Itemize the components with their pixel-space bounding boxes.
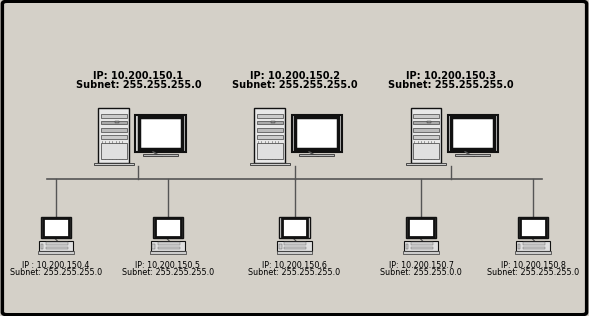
Bar — [518, 244, 521, 249]
Bar — [46, 247, 68, 249]
Text: IP: 10.200.150.1: IP: 10.200.150.1 — [94, 70, 183, 81]
Text: IP : 10.200.150.4: IP : 10.200.150.4 — [22, 261, 90, 270]
Bar — [41, 244, 44, 249]
Bar — [455, 154, 490, 156]
Text: Subnet: 255.255.0.0: Subnet: 255.255.0.0 — [380, 268, 462, 276]
Text: IP: 10.200.150.6: IP: 10.200.150.6 — [262, 261, 327, 270]
Bar — [282, 218, 307, 237]
Bar — [151, 241, 185, 251]
Bar — [292, 115, 342, 152]
Text: IP: 10.200.150.8: IP: 10.200.150.8 — [501, 261, 565, 270]
Text: Subnet: 255.255.255.0: Subnet: 255.255.255.0 — [122, 268, 214, 276]
Bar — [257, 135, 283, 139]
Bar — [254, 108, 285, 163]
Text: IP: 10.200.150.7: IP: 10.200.150.7 — [389, 261, 454, 270]
Bar — [403, 251, 439, 254]
Bar — [413, 135, 439, 139]
Bar — [38, 251, 74, 254]
Bar — [43, 218, 69, 237]
Bar — [153, 244, 155, 249]
Bar — [413, 143, 439, 159]
Bar — [411, 242, 433, 245]
Bar — [155, 218, 181, 237]
Bar — [413, 121, 439, 125]
Bar — [250, 163, 290, 165]
Bar — [299, 154, 334, 156]
Bar — [39, 241, 73, 251]
Bar — [279, 244, 282, 249]
Bar — [158, 247, 180, 249]
Text: Subnet: 255.255.255.0: Subnet: 255.255.255.0 — [388, 80, 514, 90]
Bar — [520, 218, 546, 237]
Bar — [150, 251, 186, 254]
Text: IP: 10.200.150.3: IP: 10.200.150.3 — [406, 70, 495, 81]
Bar — [139, 117, 182, 149]
Bar — [406, 244, 409, 249]
Bar — [451, 117, 494, 149]
Bar — [411, 247, 433, 249]
Bar — [408, 218, 434, 237]
Bar — [143, 154, 178, 156]
Bar — [257, 114, 283, 118]
Bar — [101, 114, 127, 118]
Bar — [98, 108, 129, 163]
Bar — [101, 143, 127, 159]
Bar — [279, 217, 310, 238]
Bar — [523, 247, 545, 249]
Bar — [277, 251, 312, 254]
Bar — [523, 242, 545, 245]
Text: Subnet: 255.255.255.0: Subnet: 255.255.255.0 — [249, 268, 340, 276]
Bar — [257, 121, 283, 125]
Bar — [41, 217, 71, 238]
Bar — [101, 128, 127, 132]
Bar — [101, 121, 127, 125]
Bar — [257, 143, 283, 159]
Bar — [101, 135, 127, 139]
Bar — [158, 242, 180, 245]
Bar — [284, 247, 306, 249]
Bar — [135, 115, 186, 152]
Bar — [411, 108, 441, 163]
Bar — [153, 217, 183, 238]
Bar — [295, 117, 338, 149]
Text: Subnet: 255.255.255.0: Subnet: 255.255.255.0 — [10, 268, 102, 276]
Text: Subnet: 255.255.255.0: Subnet: 255.255.255.0 — [231, 80, 358, 90]
Bar — [277, 241, 312, 251]
Bar — [406, 217, 436, 238]
Bar — [115, 121, 119, 123]
Bar — [413, 128, 439, 132]
Bar — [94, 163, 134, 165]
Bar — [406, 163, 446, 165]
Text: IP: 10.200.150.2: IP: 10.200.150.2 — [250, 70, 339, 81]
Bar — [518, 217, 548, 238]
Bar — [428, 121, 431, 123]
Bar — [413, 114, 439, 118]
Bar — [46, 242, 68, 245]
Bar — [448, 115, 498, 152]
Text: IP: 10.200.150.5: IP: 10.200.150.5 — [135, 261, 200, 270]
Text: Subnet: 255.255.255.0: Subnet: 255.255.255.0 — [75, 80, 201, 90]
Bar — [404, 241, 438, 251]
Bar — [516, 241, 550, 251]
Bar — [257, 128, 283, 132]
Bar — [284, 242, 306, 245]
Text: Subnet: 255.255.255.0: Subnet: 255.255.255.0 — [487, 268, 579, 276]
Bar — [515, 251, 551, 254]
Bar — [272, 121, 275, 123]
